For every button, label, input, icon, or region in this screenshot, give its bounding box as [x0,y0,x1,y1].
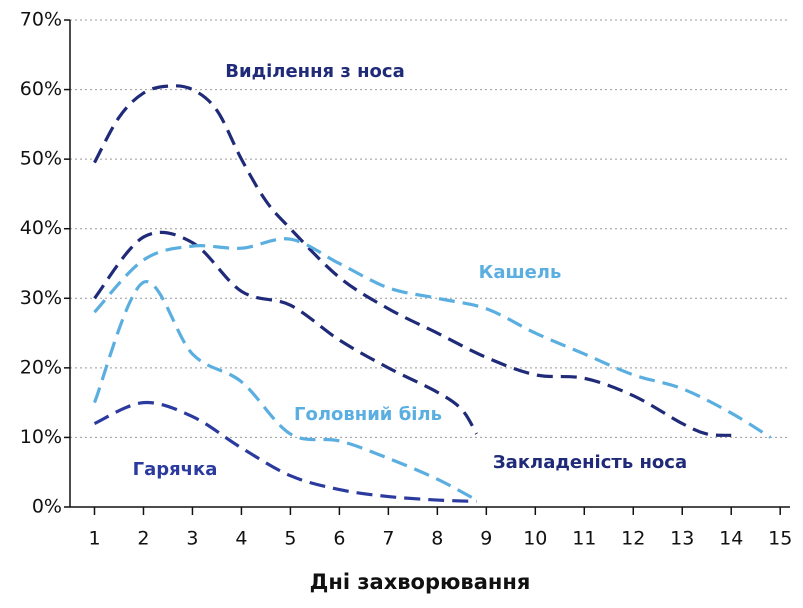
x-tick-label: 4 [235,528,247,550]
x-tick-label: 9 [480,528,492,550]
x-axis-label: Дні захворювання [310,570,531,594]
y-tick-label: 0% [32,496,62,518]
x-tick-label: 10 [523,528,547,550]
x-tick-label: 7 [382,528,394,550]
x-tick-label: 3 [186,528,198,550]
x-tick-label: 5 [284,528,296,550]
x-tick-label: 8 [431,528,443,550]
x-tick-label: 6 [333,528,345,550]
y-tick-label: 50% [20,148,62,170]
series-label: Закладеність носа [493,452,687,473]
x-tick-label: 13 [670,528,694,550]
y-tick-label: 20% [20,356,62,378]
y-tick-label: 10% [20,426,62,448]
y-tick-label: 60% [20,78,62,100]
series-line [93,84,732,437]
y-tick-label: 40% [20,217,62,239]
x-tick-label: 12 [621,528,645,550]
y-tick-label: 70% [20,9,62,31]
y-tick-label: 30% [20,287,62,309]
series-line [93,230,478,435]
x-tick-label: 1 [88,528,100,550]
series-line [93,400,477,504]
x-tick-label: 2 [137,528,149,550]
series-label: Головний біль [294,404,442,425]
series-label: Виділення з носа [225,61,404,82]
x-tick-label: 11 [572,528,596,550]
series-line [93,237,772,439]
x-tick-label: 14 [719,528,743,550]
series-label: Кашель [479,262,562,283]
series-line [93,280,478,502]
series-label: Гарячка [133,459,218,480]
x-tick-label: 15 [768,528,792,550]
